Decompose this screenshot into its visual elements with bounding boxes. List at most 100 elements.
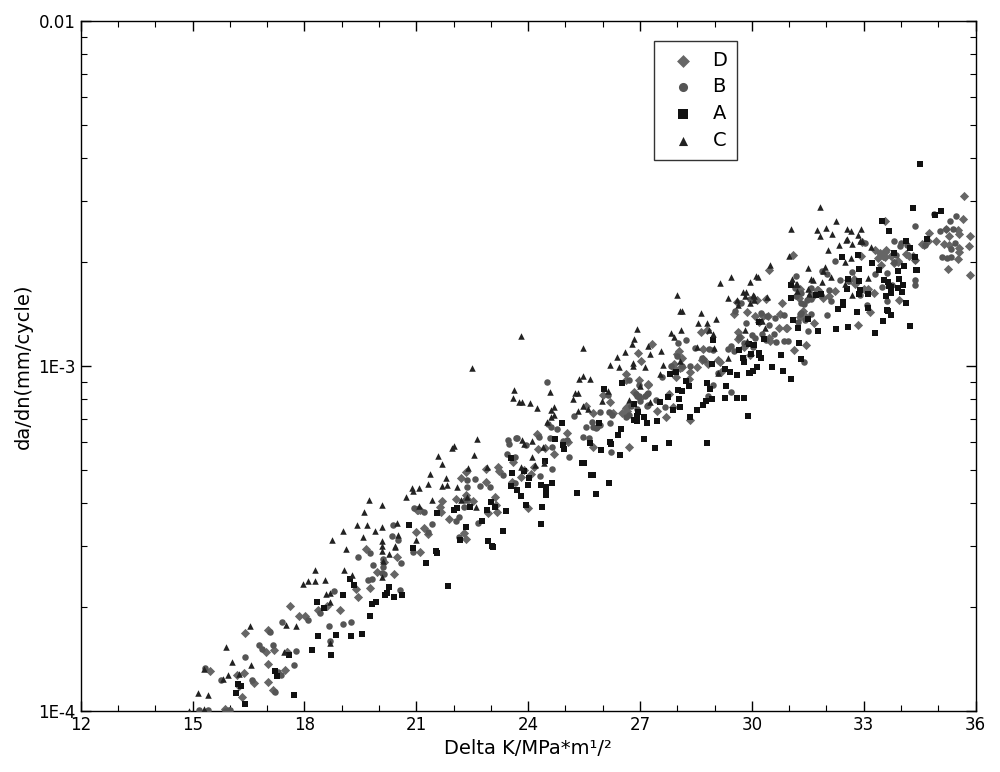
B [917,239,933,251]
B [907,220,923,232]
D [878,244,894,256]
C [514,434,530,446]
D [694,354,710,367]
A [574,457,590,469]
C [637,361,653,373]
C [389,516,405,529]
B [393,557,409,569]
A [927,209,943,222]
A [533,518,549,530]
A [428,545,444,557]
D [938,223,954,235]
D [730,326,746,338]
A [891,273,907,285]
C [818,222,834,235]
D [619,401,635,413]
D [732,331,748,344]
B [640,399,656,411]
C [729,293,745,306]
B [819,268,835,280]
B [819,309,835,321]
D [730,333,746,345]
C [706,342,722,354]
B [237,651,253,663]
A [783,292,799,304]
C [439,479,455,492]
D [905,250,921,262]
D [739,306,755,318]
D [682,366,698,378]
C [788,278,804,290]
B [384,530,400,543]
C [506,384,522,397]
A [729,368,745,381]
B [726,345,742,357]
A [764,361,780,373]
A [717,362,733,374]
D [513,471,529,483]
C [224,656,240,669]
A [440,581,456,593]
B [934,251,950,263]
B [852,289,868,301]
A [555,438,571,451]
C [617,346,633,358]
B [244,673,260,686]
B [251,639,267,652]
B [735,351,751,364]
A [851,263,867,276]
D [805,290,821,302]
C [843,252,859,265]
C [690,317,706,329]
A [773,349,789,361]
D [854,236,870,249]
D [758,293,774,306]
C [625,357,641,369]
B [879,266,895,279]
A [177,745,193,757]
C [843,225,859,238]
D [898,248,914,260]
C [803,273,819,286]
C [663,327,679,340]
A [647,442,663,454]
A [533,479,549,492]
C [459,491,475,503]
D [862,306,878,319]
D [736,340,752,353]
A [401,519,417,531]
B [800,325,816,337]
D [689,361,705,373]
D [712,356,728,368]
C [359,519,375,531]
A [902,242,918,254]
A [704,393,720,405]
B [776,308,792,320]
A [342,573,358,585]
C [468,501,484,513]
A [808,289,824,301]
C [335,525,351,537]
D [408,525,424,537]
A [649,415,665,427]
B [938,223,954,235]
B [322,635,338,647]
C [196,663,212,676]
A [775,364,791,377]
C [625,360,641,372]
B [796,298,812,310]
B [657,401,673,414]
B [932,225,948,237]
A [462,501,478,513]
B [312,608,328,620]
A [933,205,949,218]
D [487,490,503,503]
B [424,518,440,530]
C [705,327,721,340]
B [793,287,809,300]
A [636,433,652,445]
C [529,402,545,415]
C [815,264,831,276]
D [410,503,426,516]
A [316,602,332,615]
